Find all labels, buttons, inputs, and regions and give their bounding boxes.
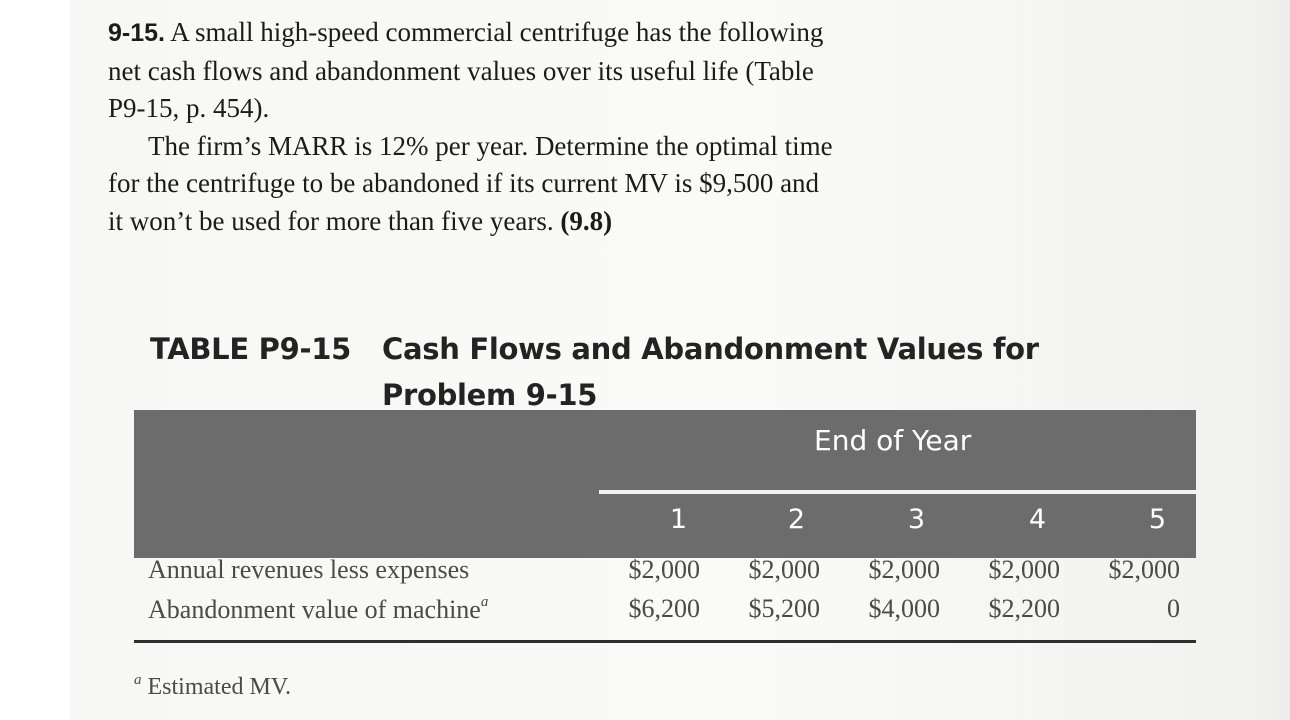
cell-year-2: $5,200 [748, 594, 821, 623]
problem-text: 9-15. A small high-speed commercial cent… [108, 14, 840, 240]
table-header: End of Year 1 2 3 4 5 [134, 410, 1196, 558]
row-label-text: Annual revenues less expenses [148, 555, 470, 584]
problem-reference: (9.8) [560, 205, 613, 236]
problem-number: 9-15. [108, 19, 165, 47]
cell-year-2: $2,000 [748, 555, 821, 584]
table-title: Cash Flows and Abandonment Values for Pr… [382, 332, 1039, 412]
cell-year-1: $2,000 [628, 555, 701, 584]
problem-paragraph-2: The firm’s MARR is 12% per year. Determi… [108, 128, 840, 241]
cell-year-1: $6,200 [628, 594, 701, 623]
year-2-header: 2 [787, 504, 805, 535]
year-5-header: 5 [1148, 504, 1166, 535]
year-1-header: 1 [669, 504, 687, 535]
table-footnote: a Estimated MV. [134, 672, 291, 701]
row-label: Abandonment value of machinea [148, 594, 488, 625]
table-bottom-rule [134, 640, 1196, 643]
problem-paragraph-2-text: The firm’s MARR is 12% per year. Determi… [108, 130, 833, 236]
footnote-text: Estimated MV. [147, 674, 292, 700]
page-photo [70, 0, 1290, 720]
footnote-mark: a [134, 672, 142, 688]
cell-year-4: $2,200 [988, 594, 1061, 623]
row-label-text: Abandonment value of machine [148, 595, 481, 624]
row-label: Annual revenues less expenses [148, 555, 469, 585]
table-label: TABLE P9-15 [150, 332, 351, 366]
cell-year-5: $2,000 [1108, 555, 1181, 584]
header-rule [599, 490, 1196, 494]
cell-year-3: $4,000 [868, 594, 941, 623]
cell-year-4: $2,000 [988, 555, 1061, 584]
page-edge-shadow [1255, 0, 1290, 720]
cell-year-5: 0 [1167, 594, 1180, 623]
cell-year-3: $2,000 [868, 555, 941, 584]
problem-paragraph-1: 9-15. A small high-speed commercial cent… [108, 14, 840, 128]
table-caption: TABLE P9-15 Cash Flows and Abandonment V… [150, 326, 1082, 418]
end-of-year-header: End of Year [814, 424, 972, 457]
year-3-header: 3 [907, 504, 925, 535]
footnote-mark: a [480, 594, 489, 610]
year-4-header: 4 [1028, 504, 1046, 535]
problem-paragraph-1-text: A small high-speed commercial centrifuge… [108, 17, 824, 123]
